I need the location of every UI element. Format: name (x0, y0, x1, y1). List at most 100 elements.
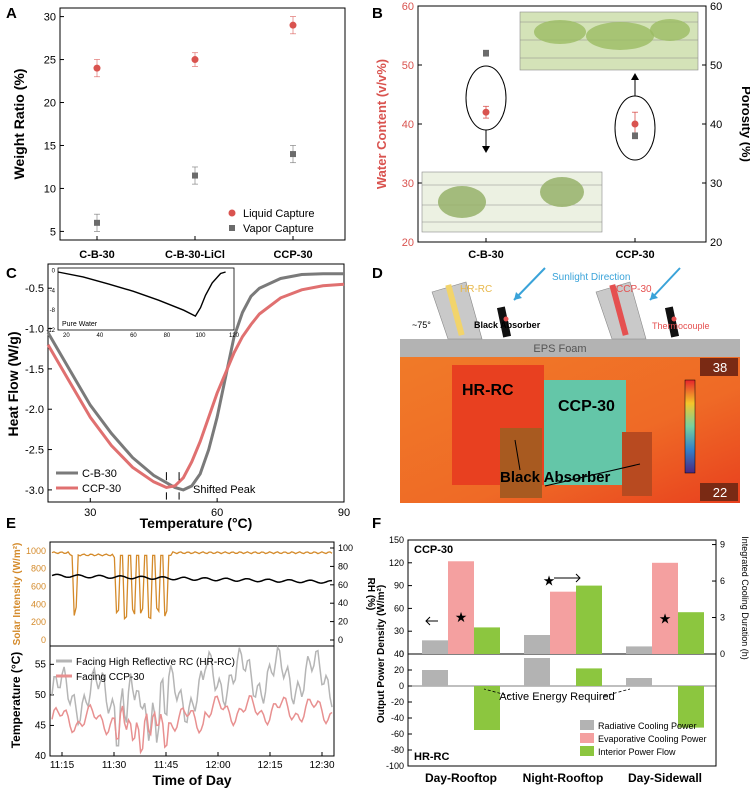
e-line-solar-intensity (51, 550, 333, 621)
panel-e-ylabel-top: Solar Intensity (W/m²) (12, 543, 23, 646)
a-point-vapor (290, 151, 296, 158)
c-ytick-label: -0.5 (25, 283, 44, 295)
sunlight-arrow-1 (513, 267, 546, 301)
c-inset-ytick-label: -12 (46, 328, 55, 334)
ct-render-cb (421, 171, 603, 233)
f-star-marker: ★ (659, 611, 672, 627)
f-ytick-top-label: 60 (394, 603, 404, 613)
panel-c-xlabel: Temperature (°C) (140, 515, 253, 531)
c-ytick-label: -3.0 (25, 485, 44, 497)
c-xtick-label: 30 (84, 507, 96, 519)
a-point-vapor (94, 219, 100, 226)
e-ytick-right-label: 40 (338, 598, 348, 608)
e-ytick-right-label: 20 (338, 617, 348, 627)
angle-label: ~75° (412, 320, 431, 330)
a-ytick-label: 25 (44, 55, 56, 67)
f-bar-top-radiative-cooling-power (524, 635, 550, 654)
e-ytick-bottom-label: 55 (35, 659, 47, 670)
hr-rc-panel (445, 284, 465, 336)
a-ytick-label: 30 (44, 12, 56, 24)
legend-radiative-label: Radiative Cooling Power (598, 721, 697, 731)
panel-letter-c: C (6, 265, 17, 282)
thermocouple-label: Thermocouple (652, 321, 710, 331)
legend-cb30-label: C-B-30 (82, 468, 117, 480)
panel-a-legend: Liquid Capture Vapor Capture (228, 208, 315, 235)
e-ytick-right-label: 100 (338, 543, 353, 553)
a-ytick-label: 20 (44, 98, 56, 110)
a-point-liquid (191, 56, 199, 64)
f-ytick-bottom-label: -100 (386, 761, 404, 771)
legend-liquid-marker (228, 209, 236, 217)
e-ytick-left-label: 400 (31, 599, 46, 609)
e-ytick-left-label: 800 (31, 564, 46, 574)
panel-a-frame (59, 7, 346, 241)
panel-letter-b: B (372, 5, 383, 22)
c-ytick-label: -1.5 (25, 364, 44, 376)
f-category-label: Day-Sidewall (628, 771, 702, 785)
black-absorber-schematic-label: Black Absorber (474, 320, 541, 330)
b-point-porosity (483, 50, 489, 57)
a-xtick-label: C-B-30 (79, 249, 114, 261)
f-ytick-right-label: 0 (720, 649, 725, 659)
panel-letter-f: F (372, 515, 381, 532)
f-ytick-right-label: 6 (720, 576, 725, 586)
e-xtick-label: 11:30 (102, 760, 127, 771)
arrow-up-ccp (631, 73, 639, 80)
f-ytick-top-label: 90 (394, 581, 404, 591)
c-inset-ytick-label: 0 (52, 268, 56, 274)
f-bar-bottom-radiative-cooling-power (524, 658, 550, 686)
panel-e-bottom-frame (49, 645, 335, 757)
panel-b: Water Content (v/v%) Porosity (%) 20 30 40… (374, 1, 750, 261)
c-xtick-label: 90 (338, 507, 350, 519)
legend-facing-ccp-label: Facing CCP-30 (76, 672, 145, 683)
f-ytick-right-label: 9 (720, 540, 725, 550)
f-ytick-bottom-label: 40 (394, 649, 404, 659)
panel-c-ylabel: Heat Flow (W/g) (5, 332, 21, 437)
e-xtick-label: 11:15 (50, 760, 75, 771)
thermal-black-absorber-label: Black Absorber (500, 469, 610, 486)
c-inset-xtick-label: 100 (195, 333, 206, 339)
panel-e-top-frame (49, 541, 335, 647)
panel-c-frame (47, 263, 345, 503)
eps-foam-label: EPS Foam (533, 343, 586, 355)
e-ytick-left-label: 0 (41, 635, 46, 645)
ccp-schematic-label: CCP-30 (616, 284, 652, 295)
panel-e-ylabel-bottom: Temperature (°C) (9, 652, 23, 749)
e-ytick-right-label: 0 (338, 635, 343, 645)
c-ytick-label: -2.5 (25, 445, 44, 457)
f-category-label: Night-Rooftop (523, 771, 604, 785)
f-ytick-bottom-label: 20 (394, 665, 404, 675)
panel-f-ylabel-left: Output Power Density (W/m²) (376, 585, 387, 723)
b-ytick-left-label: 50 (402, 60, 414, 72)
legend-vapor-label: Vapor Capture (243, 223, 314, 235)
f-star-marker: ★ (455, 609, 468, 625)
thermal-hr-rc-label: HR-RC (462, 382, 514, 399)
f-ytick-bottom-label: -40 (391, 713, 404, 723)
highlight-ellipse-cb (465, 65, 507, 131)
f-annotation-arrow (603, 688, 631, 697)
f-bar-bottom-radiative-cooling-power (626, 678, 652, 686)
b-ytick-right-label: 40 (710, 119, 722, 131)
scale-min-label: 22 (713, 485, 727, 500)
b-ytick-left-label: 40 (402, 119, 414, 131)
b-ytick-left-label: 30 (402, 178, 414, 190)
f-arrow-left (425, 616, 438, 626)
sunlight-arrow-2 (649, 267, 681, 301)
f-bar-top-evaporative-cooling-power (448, 561, 474, 654)
panel-e-ylabel-right: RH (%) (365, 578, 376, 611)
thermal-ccp-label: CCP-30 (558, 398, 615, 415)
f-ytick-bottom-label: 0 (399, 681, 404, 691)
black-absorber-right (664, 306, 680, 338)
thermal-ccp-block (544, 380, 626, 485)
b-ytick-right-label: 20 (710, 237, 722, 249)
c-inset-label: Pure Water (62, 321, 98, 328)
e-line-rh (51, 573, 333, 584)
temperature-scale-bar (684, 379, 696, 474)
a-point-vapor (192, 172, 198, 179)
c-xtick-label: 60 (211, 507, 223, 519)
panel-c: Heat Flow (W/g) Temperature (°C) -0.5 -1.… (5, 263, 350, 531)
a-point-liquid (289, 21, 297, 29)
legend-hr-rc-label: Facing High Reflective RC (HR-RC) (76, 657, 235, 668)
arrow-down-cb (482, 146, 490, 153)
